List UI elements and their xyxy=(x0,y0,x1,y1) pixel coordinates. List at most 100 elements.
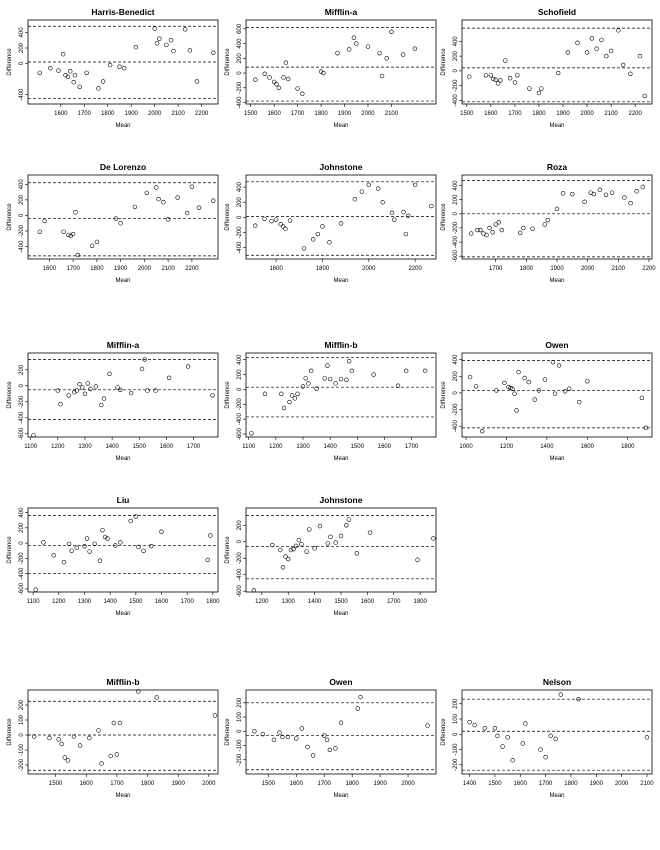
data-point xyxy=(59,741,64,747)
data-point xyxy=(249,431,254,436)
y-tick-label: -200 xyxy=(453,758,459,771)
y-tick-label: 200 xyxy=(237,197,243,208)
data-point xyxy=(560,191,566,196)
plot-frame xyxy=(27,174,219,260)
y-tick-label: -600 xyxy=(237,427,243,440)
y-tick-label: 100 xyxy=(19,714,25,725)
x-tick-label: 1600 xyxy=(581,444,595,450)
data-point xyxy=(276,85,282,90)
y-tick-label: -400 xyxy=(453,94,459,107)
data-point xyxy=(31,433,36,438)
chart-title: Liu xyxy=(117,495,130,505)
x-axis-label: Mean xyxy=(115,793,130,799)
data-point xyxy=(60,52,66,57)
data-point xyxy=(324,737,330,743)
data-point xyxy=(530,226,535,231)
x-tick-label: 2100 xyxy=(385,111,399,117)
x-tick-label: 2000 xyxy=(362,266,376,272)
data-point xyxy=(505,735,510,740)
x-tick-label: 1700 xyxy=(78,111,92,117)
data-point xyxy=(380,200,385,205)
data-point xyxy=(113,216,119,221)
x-axis-label: Mean xyxy=(333,611,348,617)
x-tick-label: 1900 xyxy=(338,111,352,117)
data-point xyxy=(182,27,188,32)
x-tick-label: 1600 xyxy=(43,266,57,272)
x-axis-label: Mean xyxy=(333,793,348,799)
x-tick-label: 1200 xyxy=(500,444,514,450)
x-tick-label: 1700 xyxy=(489,266,503,272)
data-point xyxy=(68,233,73,238)
y-tick-label: 400 xyxy=(453,354,459,365)
data-point xyxy=(422,368,428,374)
x-tick-label: 1800 xyxy=(564,781,578,787)
data-point xyxy=(522,375,527,381)
x-tick-label: 1700 xyxy=(66,266,80,272)
data-point xyxy=(88,386,93,392)
data-point xyxy=(312,546,317,551)
data-point xyxy=(405,213,411,219)
data-point xyxy=(403,368,409,374)
data-point xyxy=(99,761,104,766)
y-tick-label: 0 xyxy=(237,215,243,219)
x-axis-label: Mean xyxy=(549,278,564,284)
data-point xyxy=(82,391,88,396)
data-point xyxy=(576,696,581,702)
data-point xyxy=(74,545,79,550)
data-point xyxy=(545,217,551,223)
data-point xyxy=(333,746,338,751)
x-tick-label: 1700 xyxy=(291,111,305,117)
data-point xyxy=(467,374,473,380)
data-point xyxy=(96,86,101,91)
x-tick-label: 1000 xyxy=(459,444,473,450)
x-tick-label: 1100 xyxy=(24,444,38,450)
data-point xyxy=(640,184,646,190)
data-point xyxy=(377,50,382,56)
y-tick-label: -200 xyxy=(237,226,243,239)
data-point xyxy=(344,377,349,382)
data-point xyxy=(295,86,300,91)
data-point xyxy=(165,217,171,222)
data-point xyxy=(514,408,519,413)
chart-title: Roza xyxy=(547,162,568,172)
x-tick-label: 1500 xyxy=(488,781,502,787)
y-tick-label: 400 xyxy=(453,36,459,47)
chart-title: Mifflin-b xyxy=(106,677,139,687)
y-axis-label: Difference xyxy=(225,536,231,564)
data-point xyxy=(338,221,344,226)
y-tick-label: -200 xyxy=(237,81,243,94)
plot-frame xyxy=(245,352,437,438)
data-point xyxy=(70,231,76,237)
data-point xyxy=(260,731,265,737)
y-tick-label: 200 xyxy=(19,194,25,205)
y-tick-label: 0 xyxy=(237,729,243,733)
y-tick-label: 600 xyxy=(237,23,243,34)
data-point xyxy=(285,734,291,740)
data-point xyxy=(582,199,587,205)
data-point xyxy=(352,197,358,202)
x-tick-label: 1700 xyxy=(387,599,401,605)
x-tick-label: 1600 xyxy=(54,111,68,117)
data-point xyxy=(321,70,326,76)
data-point xyxy=(322,376,327,381)
data-point xyxy=(521,225,526,231)
data-point xyxy=(597,187,603,193)
data-point xyxy=(82,543,87,549)
data-point xyxy=(389,210,395,216)
y-axis-label: Difference xyxy=(441,381,447,409)
x-tick-label: 1400 xyxy=(103,599,117,605)
x-tick-label: 1500 xyxy=(334,599,348,605)
y-tick-label: 200 xyxy=(19,699,25,710)
data-point xyxy=(320,224,325,229)
data-point xyxy=(472,722,477,728)
data-point xyxy=(55,388,61,393)
data-point xyxy=(351,35,357,40)
data-point xyxy=(161,200,166,205)
chart-title: Owen xyxy=(545,340,568,350)
y-tick-label: 200 xyxy=(453,371,459,382)
data-point xyxy=(467,74,472,79)
data-point xyxy=(280,565,286,570)
